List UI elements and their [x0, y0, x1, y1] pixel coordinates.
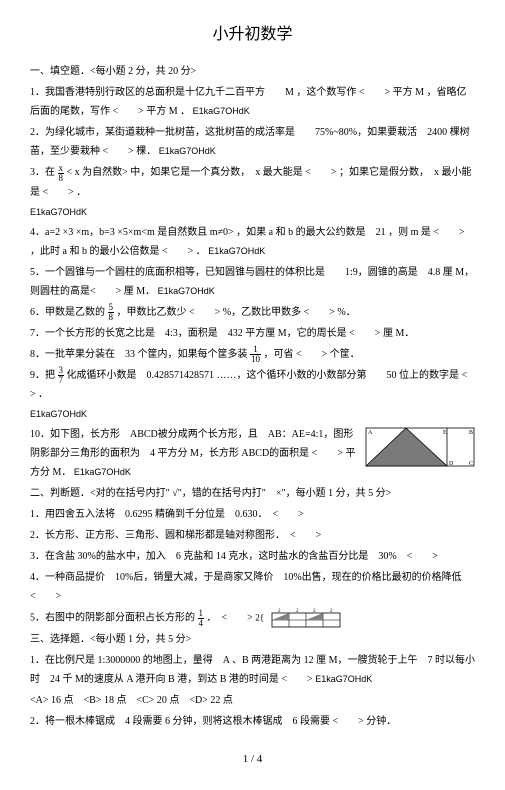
- code-tag: E1kaG7OHdK: [208, 246, 265, 256]
- q2-4: 4．一种商品提价 10%后，销量大减，于是商家又降价 10%出售，现在的价格比最…: [30, 568, 475, 606]
- q5-text: 5．一个圆锥与一个圆柱的底面积相等，已知圆锥与圆柱的体积比是 1:9，圆锥的高是…: [30, 267, 474, 297]
- q8: 8．一批苹果分装在 33 个筐内，如果每个筐多装 110 ，可省 < > 个筐．: [30, 345, 475, 364]
- svg-text:D: D: [449, 461, 454, 467]
- q3-1: 1．在比例尺是 1:3000000 的地图上，量得 A 、B 两港距离为 12 …: [30, 651, 475, 689]
- svg-text:E: E: [443, 430, 447, 436]
- q2-2: 2．长方形、正方形、三角形、圆和梯形都是轴对称图形． < >: [30, 526, 475, 545]
- figure-rectangle-abcd: A E B C D: [365, 427, 475, 467]
- code-tag: E1kaG7OHdK: [315, 674, 372, 684]
- q3: 3．在 x8 < x 为自然数> 中，如果它是一个真分数， x 最大能是 < >…: [30, 163, 475, 201]
- section-3-header: 三、选择题．<每小题 1 分，共 5 分>: [30, 630, 475, 649]
- q2-text: 2．为绿化城市，某街道栽种一批树苗，这批树苗的成活率是 75%~80%，如果要栽…: [30, 127, 470, 157]
- q9a: 9．把: [30, 370, 55, 381]
- svg-text:B: B: [469, 430, 473, 436]
- q3-2: 2．将一根木棒锯成 4 段需要 6 分钟，则将这根木棒锯成 6 段需要 < > …: [30, 712, 475, 731]
- svg-text:C: C: [469, 461, 473, 467]
- page: 小升初数学 一、填空题．<每小题 2 分，共 20 分> 1．我国香港特别行政区…: [0, 0, 505, 790]
- q3-1-text: 1．在比例尺是 1:3000000 的地图上，量得 A 、B 两港距离为 12 …: [30, 655, 475, 685]
- q3-1-options: <A> 16 点 <B> 18 点 <C> 20 点 <D> 22 点: [30, 691, 475, 710]
- frac-5-8: 58: [108, 303, 115, 322]
- code-line: E1kaG7OHdK: [30, 204, 475, 221]
- page-number: 1 / 4: [30, 749, 475, 770]
- figure-grid-shaded: 2222: [271, 608, 341, 628]
- doc-title: 小升初数学: [30, 20, 475, 50]
- frac-x-8: x8: [58, 164, 65, 183]
- q2-5: 5．右图中的阴影部分面积占长方形的 14 ． < > 2{ 2222: [30, 608, 475, 628]
- svg-text:A: A: [368, 430, 373, 436]
- q2-1: 1．用四舍五入法将 0.6295 精确到千分位是 0.630． < >: [30, 505, 475, 524]
- q1: 1．我国香港特别行政区的总面积是十亿九千二百平方 M ，这个数写作 < > 平方…: [30, 83, 475, 121]
- q9: 9．把 37 化成循环小数是 0.428571428571 ……，这个循环小数的…: [30, 366, 475, 404]
- frac-1-4: 14: [198, 609, 205, 628]
- code-line: E1kaG7OHdK: [30, 406, 475, 423]
- q9b: 化成循环小数是 0.428571428571 ……，这个循环小数的小数部分第 5…: [30, 370, 487, 400]
- q6b: ，甲数比乙数少 < > %，乙数比甲数多 < > %．: [117, 307, 356, 318]
- q10: A E B C D 10．如下图，长方形 ABCD被分成两个长方形，且 AB：A…: [30, 425, 475, 482]
- q2: 2．为绿化城市，某街道栽种一批树苗，这批树苗的成活率是 75%~80%，如果要栽…: [30, 123, 475, 161]
- q6a: 6．甲数是乙数的: [30, 307, 105, 318]
- q2-5a: 5．右图中的阴影部分面积占长方形的: [30, 613, 195, 624]
- section-2-header: 二、判断题．<对的在括号内打" √"，错的在括号内打" ×"，每小题 1 分，共…: [30, 484, 475, 503]
- q2-3: 3．在含盐 30%的盐水中，加入 6 克盐和 14 克水，这时盐水的含盐百分比是…: [30, 547, 475, 566]
- code-tag: E1kaG7OHdK: [158, 286, 215, 296]
- code-tag: E1kaG7OHdK: [159, 146, 216, 156]
- q2-5b: ． < >: [207, 613, 253, 624]
- section-1-header: 一、填空题．<每小题 2 分，共 20 分>: [30, 62, 475, 81]
- frac-3-7: 37: [58, 366, 65, 385]
- q4: 4．a=2 ×3 ×m，b=3 ×5×m<m 是自然数且 m≠0> ，如果 a …: [30, 223, 475, 261]
- q8a: 8．一批苹果分装在 33 个筐内，如果每个筐多装: [30, 349, 248, 360]
- code-tag: E1kaG7OHdK: [193, 106, 250, 116]
- code-tag: E1kaG7OHdK: [74, 467, 131, 477]
- q8b: ，可省 < > 个筐．: [264, 349, 360, 360]
- frac-1-10: 110: [250, 345, 261, 364]
- q7: 7．一个长方形的长宽之比是 4:3，面积是 432 平方厘 M，它的周长是 < …: [30, 324, 475, 343]
- q3a: 3．在: [30, 167, 55, 178]
- q6: 6．甲数是乙数的 58 ，甲数比乙数少 < > %，乙数比甲数多 < > %．: [30, 303, 475, 322]
- q3b: < x 为自然数> 中，如果它是一个真分数， x 最大能是 < > ；如果它是假…: [30, 167, 472, 197]
- q5: 5．一个圆锥与一个圆柱的底面积相等，已知圆锥与圆柱的体积比是 1:9，圆锥的高是…: [30, 263, 475, 301]
